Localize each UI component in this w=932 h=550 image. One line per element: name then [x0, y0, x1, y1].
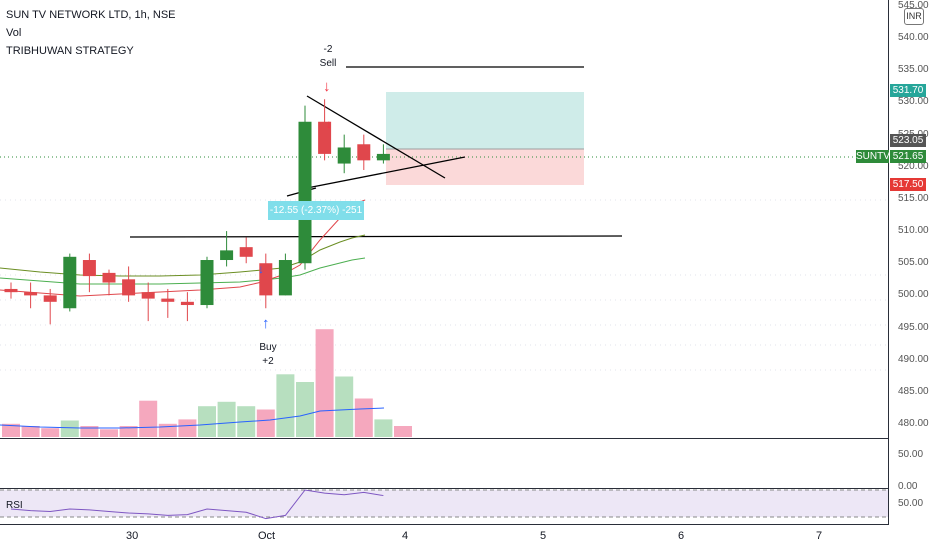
candle-body — [24, 292, 38, 296]
candle-body — [43, 295, 57, 302]
candle-body — [357, 144, 371, 161]
trade-result-box[interactable]: -12.55 (-2.37%) -251 — [268, 201, 364, 220]
price-axis-label: 530.00 — [898, 96, 929, 108]
price-axis-label: 510.00 — [898, 225, 929, 237]
candle-body — [161, 298, 175, 302]
candle-body — [63, 256, 77, 309]
volume-bar — [119, 426, 138, 437]
volume-bar — [21, 426, 40, 437]
symbol-price-tag[interactable]: SUNTV — [856, 150, 890, 163]
candle-body — [259, 263, 273, 296]
sell-signal-qty: -2 — [323, 44, 333, 55]
price-axis-label: 515.00 — [898, 192, 929, 204]
volume-bar — [276, 374, 295, 437]
price-axis-label: 535.00 — [898, 64, 929, 76]
candle-body — [298, 121, 312, 264]
stop-price-tag: 517.50 — [890, 178, 926, 191]
candle-body — [180, 301, 194, 306]
exit-arrow-icon: ↓ — [326, 117, 332, 131]
candle-body — [376, 153, 390, 161]
volume-bar — [41, 428, 60, 437]
time-label-5: 5 — [540, 530, 547, 542]
candle-body — [82, 260, 96, 277]
strategy-indicator-label[interactable]: TRIBHUWAN STRATEGY — [6, 45, 134, 57]
currency-badge[interactable]: INR — [904, 8, 924, 25]
time-label-7: 7 — [816, 530, 823, 542]
volume-bar — [2, 423, 20, 437]
volume-bar — [198, 406, 216, 437]
volume-bar — [296, 382, 314, 437]
volume-bar — [394, 426, 412, 437]
rsi-axis-label-zero: 0.00 — [898, 481, 918, 492]
volume-bar — [80, 426, 99, 437]
price-axis-label: 545.00 — [898, 0, 929, 11]
volume-bar — [256, 409, 275, 437]
buy-signal-qty: +2 — [262, 356, 274, 367]
volume-bar — [60, 420, 79, 437]
symbol-title[interactable]: SUN TV NETWORK LTD, 1h, NSE — [6, 9, 176, 21]
candle-body — [278, 260, 292, 296]
price-axis-label: 480.00 — [898, 418, 929, 429]
time-label-oct: Oct — [258, 530, 276, 542]
volume-bar — [354, 398, 373, 437]
volume-bar — [217, 401, 236, 437]
price-axis-label: 485.00 — [898, 385, 929, 397]
price-axis-label: 505.00 — [898, 257, 929, 269]
rsi-axis-label-50: 50.00 — [898, 498, 924, 509]
sell-signal-label: Sell — [319, 58, 337, 69]
volume-bar — [139, 400, 158, 437]
chart-legend: SUN TV NETWORK LTD, 1h, NSE Vol TRIBHUWA… — [6, 6, 176, 60]
rsi-band — [0, 490, 888, 517]
price-axis-label: 500.00 — [898, 289, 929, 301]
entry-arrow-icon: ↓ — [258, 262, 264, 276]
candle-body — [141, 292, 155, 299]
volume-ma-line — [0, 407, 385, 429]
candle-body — [318, 121, 332, 154]
candle-body — [220, 250, 234, 261]
support-line-lower — [129, 235, 623, 238]
time-label-6: 6 — [678, 530, 685, 542]
pane-separator-rsi[interactable] — [0, 488, 888, 489]
volume-bar — [100, 429, 118, 437]
price-axis-label: 495.00 — [898, 321, 929, 333]
volume-bar — [158, 423, 177, 437]
time-label-4: 4 — [402, 530, 409, 542]
rsi-line — [10, 489, 384, 520]
candle-body — [239, 247, 253, 257]
candle-body — [102, 272, 116, 283]
target-price-tag: 531.70 — [890, 84, 926, 97]
target-zone — [386, 92, 584, 149]
ma-green-line — [0, 257, 366, 285]
candle-body — [200, 260, 214, 306]
triangle-lower-line — [306, 156, 466, 189]
candle-body — [337, 147, 351, 164]
volume-bar — [335, 376, 354, 437]
price-axis-border — [888, 0, 889, 525]
volume-bar — [315, 329, 334, 437]
candle-body — [122, 279, 136, 296]
vol-indicator-label[interactable]: Vol — [6, 27, 22, 39]
price-axis-label: 520.00 — [898, 160, 929, 172]
time-label-30: 30 — [126, 530, 139, 542]
triangle-upper-line — [306, 95, 446, 179]
rsi-axis-label-top: 50.00 — [898, 449, 924, 460]
price-chart-canvas[interactable] — [0, 0, 888, 525]
sell-arrow-icon: ↓ — [323, 78, 331, 95]
stop-zone — [386, 149, 584, 185]
candle-body — [4, 288, 18, 293]
buy-signal-label: Buy — [259, 342, 277, 353]
last-high-tag: 523.05 — [890, 134, 926, 147]
current-price-tag: 521.65 — [890, 150, 926, 163]
pane-separator-time — [0, 524, 888, 525]
price-axis-label: 540.00 — [898, 32, 929, 44]
volume-bar — [374, 419, 393, 437]
volume-bar — [178, 419, 197, 437]
price-axis-label: 490.00 — [898, 353, 929, 365]
pane-separator-top[interactable] — [0, 438, 888, 439]
ma-red-line — [0, 199, 366, 297]
rsi-label[interactable]: RSI — [6, 500, 23, 511]
buy-arrow-icon: ↑ — [262, 315, 270, 332]
